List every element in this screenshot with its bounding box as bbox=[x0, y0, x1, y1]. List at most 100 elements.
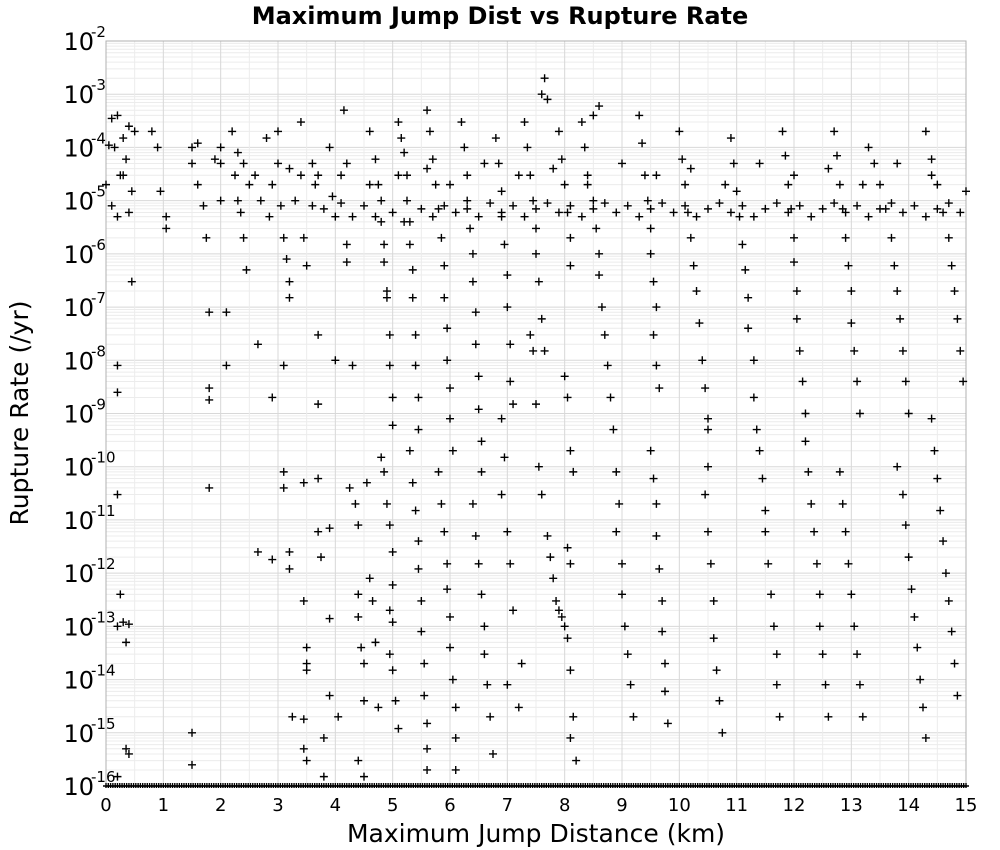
data-point bbox=[898, 346, 907, 355]
data-point bbox=[749, 356, 758, 365]
data-point bbox=[715, 199, 724, 208]
chart-title: Maximum Jump Dist vs Rupture Rate bbox=[252, 2, 749, 30]
data-point bbox=[302, 261, 311, 270]
data-point bbox=[681, 180, 690, 189]
data-point bbox=[385, 521, 394, 530]
y-tick-label: 10-7 bbox=[63, 289, 106, 322]
x-tick-label: 9 bbox=[616, 795, 627, 816]
data-point bbox=[712, 666, 721, 675]
data-point bbox=[371, 212, 380, 221]
data-point bbox=[583, 180, 592, 189]
data-point bbox=[830, 127, 839, 136]
data-point bbox=[526, 330, 535, 339]
data-point bbox=[446, 612, 454, 621]
data-point bbox=[274, 159, 282, 168]
data-point bbox=[661, 659, 669, 668]
data-point bbox=[890, 261, 899, 270]
y-tick-label: 10-3 bbox=[63, 76, 106, 109]
data-point bbox=[503, 680, 512, 689]
data-point bbox=[554, 208, 563, 217]
data-point bbox=[423, 106, 432, 115]
data-point bbox=[451, 733, 460, 742]
data-point bbox=[506, 559, 515, 568]
data-point bbox=[299, 744, 308, 753]
data-point bbox=[704, 425, 712, 434]
data-point bbox=[847, 590, 856, 599]
data-point bbox=[933, 474, 942, 483]
data-point bbox=[549, 574, 558, 583]
y-tick-label: 10-6 bbox=[63, 236, 106, 269]
data-point bbox=[810, 527, 819, 536]
data-point bbox=[595, 249, 604, 258]
data-point bbox=[423, 164, 432, 173]
data-point bbox=[124, 122, 133, 131]
data-point bbox=[380, 258, 389, 267]
data-point bbox=[448, 675, 457, 684]
data-point bbox=[308, 201, 317, 210]
data-point bbox=[371, 155, 380, 164]
x-tick-label: 5 bbox=[387, 795, 398, 816]
data-point bbox=[509, 201, 518, 210]
data-point bbox=[904, 553, 913, 562]
data-point bbox=[554, 606, 563, 615]
data-point bbox=[901, 377, 910, 386]
data-point bbox=[635, 212, 644, 221]
data-point bbox=[262, 134, 271, 143]
data-point bbox=[543, 95, 552, 104]
data-point bbox=[448, 446, 457, 455]
data-point bbox=[296, 118, 305, 127]
data-point bbox=[188, 143, 196, 152]
data-point bbox=[440, 261, 449, 270]
data-point bbox=[790, 233, 798, 242]
data-point bbox=[451, 703, 460, 712]
data-point bbox=[205, 395, 214, 404]
data-point bbox=[377, 217, 386, 226]
data-point bbox=[569, 712, 578, 721]
data-point bbox=[468, 499, 477, 508]
data-point bbox=[534, 462, 543, 471]
data-point bbox=[847, 287, 856, 296]
data-point bbox=[761, 527, 770, 536]
data-point bbox=[463, 171, 472, 180]
data-point bbox=[913, 643, 922, 652]
data-point bbox=[669, 208, 678, 217]
data-point bbox=[314, 400, 323, 409]
data-point bbox=[738, 201, 747, 210]
data-point bbox=[563, 393, 572, 402]
data-point bbox=[491, 134, 500, 143]
data-point bbox=[658, 596, 667, 605]
data-point bbox=[618, 159, 626, 168]
data-point bbox=[325, 524, 334, 533]
y-tick-base: 10 bbox=[63, 613, 94, 641]
data-point bbox=[474, 559, 483, 568]
data-point bbox=[956, 346, 965, 355]
data-point bbox=[231, 171, 239, 180]
data-point bbox=[858, 712, 867, 721]
data-point bbox=[279, 233, 288, 242]
data-point bbox=[124, 749, 133, 758]
data-point bbox=[362, 478, 371, 487]
data-point bbox=[792, 287, 801, 296]
data-point bbox=[119, 171, 128, 180]
data-point bbox=[790, 171, 798, 180]
y-tick-label: 10-10 bbox=[63, 449, 115, 482]
data-point bbox=[119, 618, 128, 627]
data-point bbox=[500, 240, 509, 249]
data-point bbox=[618, 559, 626, 568]
data-point bbox=[572, 756, 581, 765]
data-point bbox=[385, 606, 394, 615]
data-point bbox=[566, 666, 575, 675]
y-tick-base: 10 bbox=[63, 188, 94, 216]
data-point bbox=[382, 499, 391, 508]
data-point bbox=[678, 155, 687, 164]
data-point bbox=[953, 691, 962, 700]
y-tick-label: 10-8 bbox=[63, 342, 106, 375]
data-point bbox=[818, 204, 827, 213]
data-point bbox=[400, 217, 409, 226]
data-point bbox=[451, 208, 460, 217]
data-point bbox=[675, 127, 684, 136]
data-point bbox=[772, 680, 781, 689]
data-point bbox=[299, 233, 308, 242]
y-tick-base: 10 bbox=[63, 81, 94, 109]
data-point bbox=[236, 208, 245, 217]
